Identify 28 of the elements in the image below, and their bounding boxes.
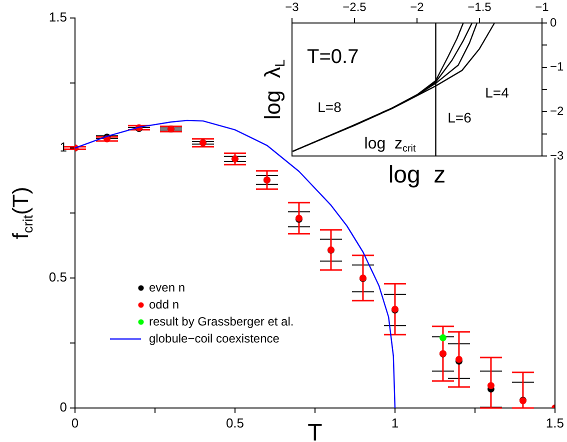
y-axis-title: fcrit(T) <box>8 186 36 240</box>
x-tick-label: −2.5 <box>342 0 367 14</box>
x-axis-title: log z <box>388 162 446 189</box>
y-tick-label: 0.5 <box>48 270 67 285</box>
y-tick-label: 1.5 <box>48 10 67 25</box>
legend-label: odd n <box>149 297 180 312</box>
y-tick-label: −3 <box>550 148 564 162</box>
x-tick-label: 0 <box>71 415 79 430</box>
x-tick-label: 1 <box>391 415 399 430</box>
y-axis-title: log λL <box>260 58 288 120</box>
y-tick-label: 0 <box>550 15 557 30</box>
y-tick-label: 1 <box>60 140 67 155</box>
x-axis-title: T <box>308 420 323 442</box>
x-tick-label: −2 <box>410 0 424 14</box>
y-tick-label: 0 <box>60 400 67 415</box>
x-tick-label: −3 <box>285 0 300 14</box>
x-tick-label: 0.5 <box>226 415 244 430</box>
legend-label: globule−coil coexistence <box>149 331 280 346</box>
legend-label: even n <box>149 280 186 294</box>
annotation: L=6 <box>448 110 472 126</box>
x-tick-label: −1.5 <box>468 0 492 14</box>
annotation: T=0.7 <box>307 46 359 68</box>
annotation: L=8 <box>318 98 342 115</box>
y-tick-label: −2 <box>550 104 564 118</box>
annotation: L=4 <box>485 84 510 100</box>
x-tick-label: −1 <box>535 0 550 14</box>
legend-label: result by Grassberger et al. <box>149 314 294 328</box>
y-tick-label: −1 <box>550 60 564 74</box>
